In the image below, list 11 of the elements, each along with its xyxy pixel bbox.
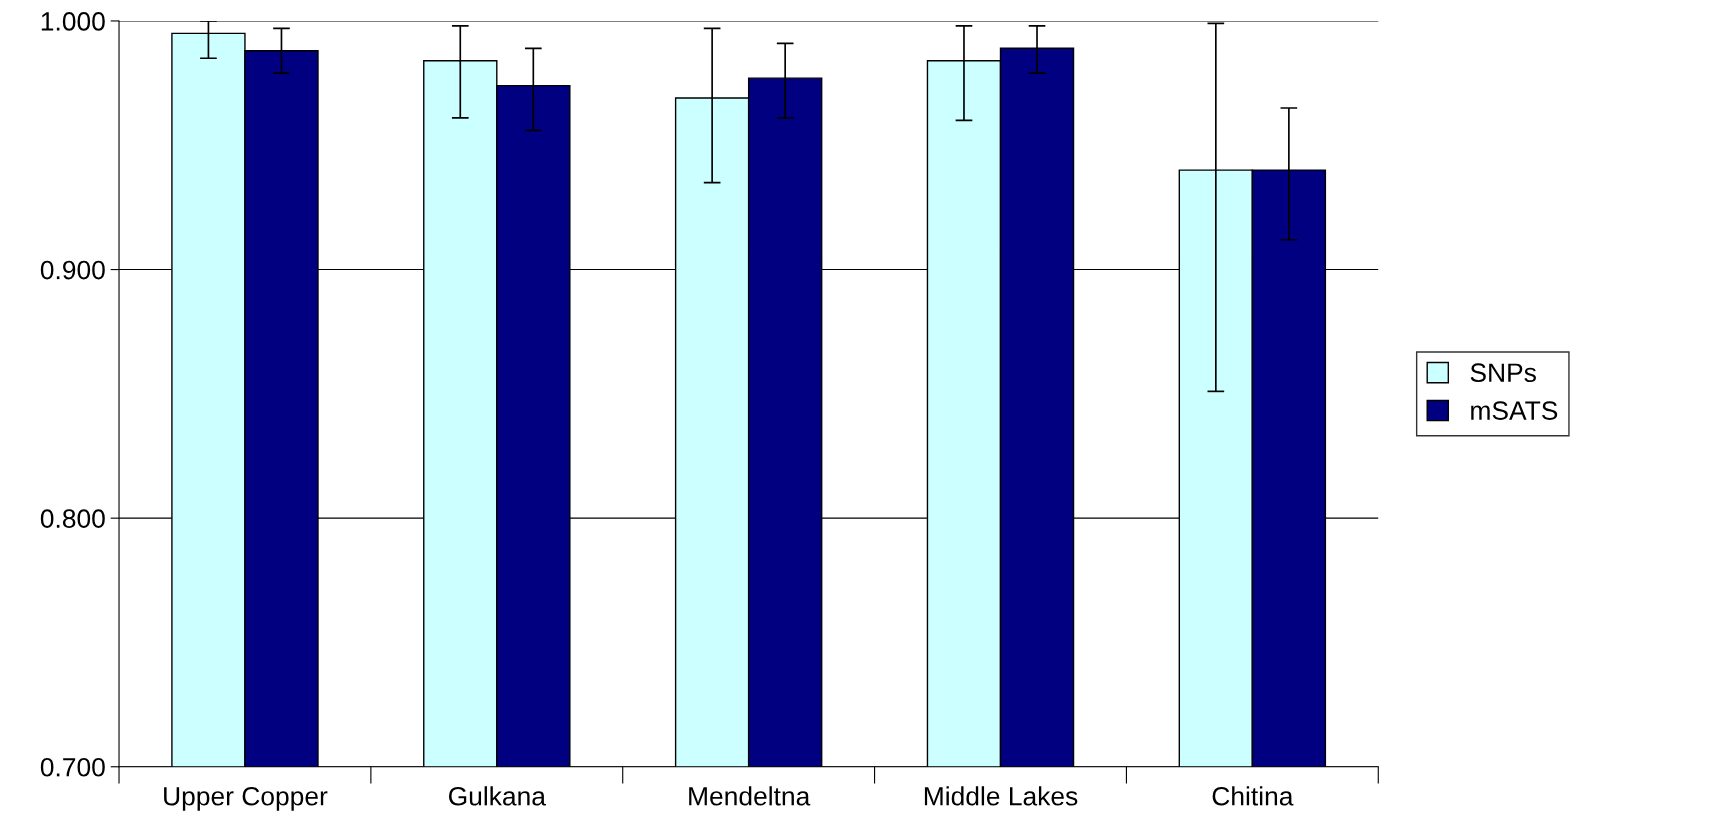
x-tick-label: Mendeltna (689, 786, 811, 806)
y-tick-label: 0.700 (40, 757, 105, 777)
x-tick-label: Gulkana (448, 786, 546, 806)
y-tick-label: 0.800 (40, 509, 105, 528)
x-tick-label: Upper Copper (164, 786, 328, 811)
legend-label: mSATS (1471, 401, 1558, 420)
y-tick-label: 1.000 (41, 12, 105, 31)
y-tick-label: 0.900 (40, 260, 105, 280)
x-tick-label: Chitina (1212, 786, 1294, 806)
x-tick-label: Middle Lakes (924, 786, 1078, 806)
legend-label: SNPs (1470, 363, 1536, 383)
